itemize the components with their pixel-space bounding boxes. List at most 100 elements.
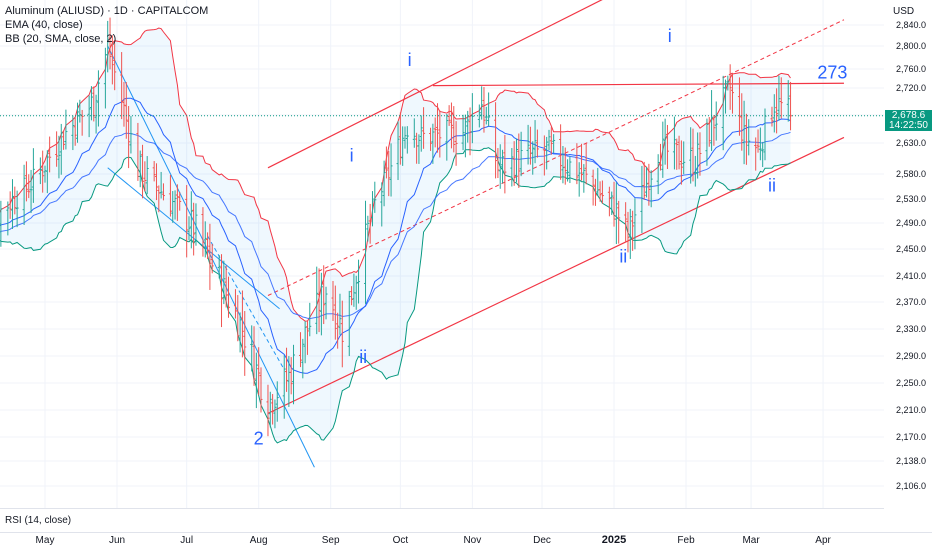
channel-mid-line[interactable] — [267, 19, 845, 296]
price-bar — [487, 92, 491, 127]
price-bar — [461, 114, 465, 151]
price-bar — [754, 137, 758, 171]
price-bar — [600, 180, 604, 204]
price-bar — [503, 134, 507, 194]
trendline-dashed[interactable] — [207, 235, 285, 370]
price-bar — [41, 150, 45, 193]
price-bar — [384, 146, 388, 179]
bollinger-band-fill — [0, 28, 791, 443]
price-bar — [547, 129, 551, 151]
price-bar — [705, 118, 709, 166]
price-bar — [238, 312, 242, 353]
time-tick-label: Sep — [322, 535, 340, 546]
price-bar — [308, 302, 312, 337]
price-bar — [740, 93, 744, 151]
wave-label[interactable]: i — [408, 50, 412, 70]
price-bar — [87, 95, 91, 138]
wave-label[interactable]: ii — [619, 247, 627, 267]
channel-upper-line[interactable] — [267, 0, 760, 169]
price-bar — [350, 286, 354, 306]
price-tick-label: 2,106.0 — [896, 481, 926, 491]
pane-separator[interactable] — [0, 508, 884, 509]
time-tick-label: 2025 — [602, 534, 626, 546]
price-axis[interactable]: 2,106.0 2,138.0 2,170.0 2,210.0 2,250.0 2,290… — [896, 20, 926, 491]
time-tick-label: Dec — [533, 535, 551, 546]
price-bar — [517, 133, 521, 188]
price-bar — [677, 135, 681, 170]
bollinger-basis-line — [0, 97, 791, 374]
price-tick-label: 2,840.0 — [896, 20, 926, 30]
price-bar — [412, 118, 416, 148]
price-bar — [658, 143, 662, 171]
price-bar — [206, 232, 210, 260]
time-axis[interactable]: May Jun Jul Aug Sep Oct Nov Dec 2025 Feb Mar Apr — [36, 534, 832, 546]
trendline[interactable] — [107, 45, 315, 468]
price-bar — [728, 64, 732, 110]
price-bar — [712, 115, 716, 146]
rsi-legend[interactable]: RSI (14, close) — [5, 515, 72, 526]
price-bar — [584, 143, 588, 185]
price-bar — [675, 138, 679, 170]
price-bar — [510, 148, 514, 187]
price-bar — [566, 159, 570, 182]
price-bar — [29, 169, 33, 214]
price-bar — [470, 93, 474, 144]
price-bar — [568, 156, 572, 184]
price-tick-label: 2,630.0 — [896, 138, 926, 148]
time-tick-label: Oct — [393, 535, 409, 546]
trendlines[interactable] — [107, 45, 315, 468]
price-bar — [220, 254, 224, 328]
wave-label[interactable]: 273 — [817, 63, 847, 83]
wave-label[interactable]: i — [668, 26, 672, 46]
price-bar — [110, 35, 114, 85]
price-bar — [301, 338, 305, 379]
price-bar — [382, 160, 386, 207]
price-bar — [466, 110, 470, 143]
price-bar — [338, 293, 342, 335]
bollinger-legend[interactable]: BB (20, SMA, close, 2) — [5, 33, 117, 45]
price-bar — [217, 255, 221, 279]
price-bar — [672, 116, 676, 170]
price-bar — [756, 129, 760, 153]
price-bar — [614, 182, 618, 245]
price-bar — [175, 184, 179, 221]
price-bar — [96, 70, 100, 127]
price-bar — [645, 166, 649, 198]
price-bar — [22, 164, 26, 226]
price-bar — [577, 162, 581, 197]
wave-label[interactable]: ii — [768, 176, 776, 196]
price-bar — [15, 190, 19, 228]
price-bar — [192, 202, 196, 256]
parallel-channel[interactable] — [267, 0, 845, 414]
price-bar — [454, 121, 458, 166]
wave-label[interactable]: ii — [359, 347, 367, 367]
price-bar — [617, 200, 621, 244]
price-bar — [141, 144, 145, 199]
price-bar — [598, 181, 602, 202]
price-bar — [208, 223, 212, 290]
price-bar — [282, 355, 286, 419]
price-bar — [663, 118, 667, 165]
price-bar — [631, 210, 635, 251]
price-bar — [336, 312, 340, 349]
resistance-line[interactable] — [432, 82, 844, 87]
price-bar — [315, 266, 319, 335]
price-bar — [607, 186, 611, 217]
channel-lower-line[interactable] — [267, 136, 845, 414]
price-bar — [772, 94, 776, 133]
symbol-legend[interactable]: Aluminum (ALIUSD) · 1D · CAPITALCOM — [5, 5, 209, 17]
currency-label[interactable]: USD — [893, 6, 915, 17]
wave-labels[interactable]: 12iiiiiiiii273 — [103, 0, 848, 449]
wave-label[interactable]: 2 — [254, 429, 264, 449]
price-bar — [324, 286, 328, 320]
wave-label[interactable]: i — [350, 146, 354, 166]
price-bar — [303, 321, 307, 364]
price-bar — [679, 140, 683, 185]
price-bar — [187, 216, 191, 241]
price-bar — [331, 281, 335, 321]
price-bar — [777, 75, 781, 121]
price-bar — [73, 117, 77, 146]
ema-legend[interactable]: EMA (40, close) — [5, 19, 83, 31]
price-bar — [71, 115, 75, 151]
